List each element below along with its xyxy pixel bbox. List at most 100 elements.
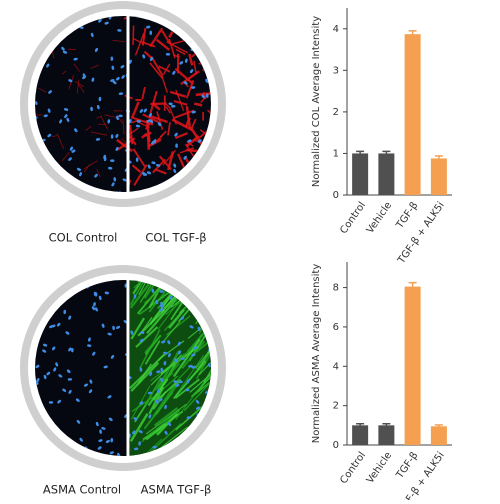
fiber — [222, 298, 257, 333]
image-caption: ASMA TGF-β — [141, 483, 212, 497]
nucleus — [216, 289, 221, 294]
fiber — [36, 20, 38, 33]
fiber — [36, 167, 42, 179]
fiber — [194, 104, 202, 106]
nucleus — [218, 22, 223, 26]
nucleus — [42, 294, 47, 297]
nucleus — [29, 441, 34, 446]
nucleus — [29, 50, 34, 53]
y-tick-label: 6 — [333, 322, 339, 333]
fiber — [203, 269, 222, 289]
nucleus — [222, 193, 227, 198]
fiber — [223, 315, 252, 347]
fiber — [217, 276, 241, 315]
fiber — [207, 262, 236, 297]
fiber — [215, 168, 226, 171]
nucleus — [204, 289, 207, 293]
nucleus — [199, 19, 204, 24]
fiber — [194, 176, 204, 191]
fiber — [208, 160, 212, 176]
nucleus — [215, 161, 220, 164]
nucleus — [216, 190, 221, 194]
image-caption: COL TGF-β — [145, 231, 206, 245]
nucleus — [219, 446, 224, 449]
nucleus — [33, 168, 36, 172]
y-tick-label: 4 — [333, 361, 339, 372]
x-tick-label: Control — [338, 200, 368, 236]
fiber — [202, 22, 220, 32]
bar — [352, 425, 368, 445]
y-tick-label: 2 — [333, 401, 339, 412]
nucleus — [221, 333, 226, 336]
fiber — [211, 303, 231, 319]
y-tick-label: 4 — [333, 24, 339, 35]
x-tick-label: TGF-β — [394, 450, 421, 481]
nucleus — [188, 185, 193, 189]
fiber — [208, 187, 227, 193]
fiber — [215, 186, 222, 189]
nucleus — [31, 446, 35, 449]
nucleus — [216, 156, 221, 161]
y-tick-label: 2 — [333, 107, 339, 118]
nucleus — [55, 281, 60, 285]
fiber — [186, 251, 223, 281]
nucleus — [211, 39, 216, 44]
fiber — [213, 14, 222, 24]
fiber — [196, 176, 198, 185]
x-tick-label: TGF-β — [394, 200, 421, 231]
fiber — [215, 416, 234, 442]
nucleus — [218, 314, 223, 319]
fiber — [223, 443, 243, 459]
fiber — [202, 26, 215, 33]
fiber — [207, 262, 228, 277]
fiber — [225, 380, 245, 410]
fiber — [199, 186, 207, 190]
nucleus — [182, 454, 187, 458]
x-tick-label: Vehicle — [365, 450, 395, 486]
x-tick-label: TGF-β + ALK5i — [396, 200, 447, 266]
fiber — [207, 286, 238, 318]
nucleus — [60, 451, 63, 456]
nucleus — [67, 12, 72, 15]
fiber — [202, 172, 218, 185]
bar — [405, 34, 421, 195]
fiber — [197, 434, 216, 459]
bar — [352, 153, 368, 195]
fiber — [222, 261, 237, 290]
nucleus — [30, 285, 33, 290]
bar — [431, 158, 447, 195]
x-tick-label: Control — [338, 450, 368, 486]
y-axis-label: Normalized ASMA Average Intensity — [311, 264, 322, 444]
fiber — [207, 424, 225, 445]
fiber — [206, 291, 232, 311]
micrograph-asma — [20, 245, 258, 471]
nucleus — [32, 177, 37, 182]
nucleus — [208, 446, 213, 451]
x-tick-label: Vehicle — [365, 200, 395, 236]
bar — [378, 153, 394, 195]
nucleus — [212, 39, 217, 44]
fiber — [199, 248, 225, 288]
y-axis-label: Normalized COL Average Intensity — [311, 16, 322, 187]
fiber — [195, 273, 223, 301]
nucleus — [217, 418, 222, 421]
nucleus — [219, 305, 223, 310]
fiber — [39, 35, 44, 38]
nucleus — [194, 13, 199, 16]
nucleus — [211, 439, 216, 444]
nucleus — [187, 183, 192, 188]
fiber — [204, 169, 219, 179]
y-tick-label: 0 — [333, 440, 339, 451]
nucleus — [203, 186, 208, 191]
nucleus — [33, 25, 38, 29]
fiber — [224, 392, 244, 426]
y-tick-label: 0 — [333, 190, 339, 201]
bar — [405, 287, 421, 445]
nucleus — [209, 163, 214, 167]
nucleus — [149, 31, 152, 35]
nucleus — [39, 17, 42, 22]
fiber — [220, 406, 232, 427]
